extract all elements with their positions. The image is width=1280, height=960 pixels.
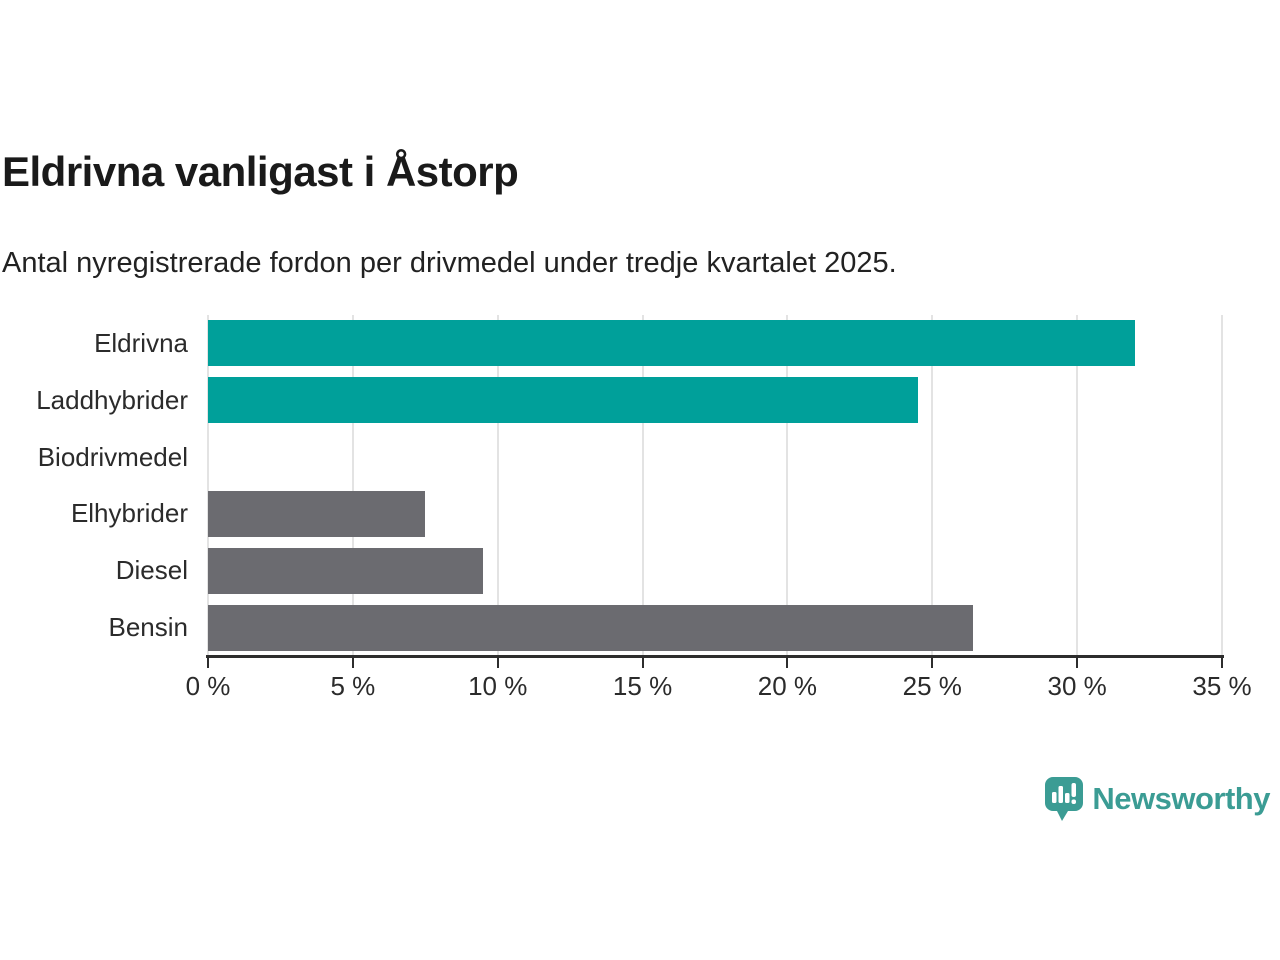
x-tick-mark [931, 655, 934, 668]
plot-area [207, 315, 1223, 656]
x-tick-label: 10 % [468, 671, 528, 701]
bar-elhybrider [208, 490, 426, 537]
bar-row [208, 429, 1222, 486]
x-tick-label: 0 % [185, 671, 231, 701]
y-axis-label: Elhybrider [70, 498, 188, 529]
bar-row [208, 599, 1222, 656]
y-axis-labels: Eldrivna Laddhybrider Biodrivmedel Elhybrid… [0, 315, 188, 656]
gridline [496, 315, 499, 656]
gridline [351, 315, 354, 656]
x-tick-label: 20 % [757, 671, 818, 701]
branding: Newsworthy [1044, 774, 1270, 824]
bar-rows [208, 315, 1222, 656]
x-tick-mark [641, 655, 644, 668]
x-tick-mark [207, 655, 209, 668]
bar-row [208, 315, 1222, 372]
x-tick-mark [1221, 655, 1223, 668]
y-axis-label: Eldrivna [94, 327, 188, 358]
bar-eldrivna [208, 320, 1136, 367]
bar-bensin [208, 604, 973, 651]
x-tick-mark [786, 655, 789, 668]
x-tick-mark [496, 655, 499, 668]
gridline [207, 315, 209, 656]
x-tick-label: 15 % [612, 671, 673, 701]
gridline [1221, 315, 1223, 656]
y-axis-label: Laddhybrider [36, 384, 188, 415]
x-axis-line [206, 655, 1224, 658]
bar-laddhybrider [208, 377, 918, 424]
gridline [641, 315, 644, 656]
x-axis-ticks: 0 % 5 % 10 % 15 % 20 % 25 % 30 % 35 % [186, 655, 1252, 705]
x-tick-mark [351, 655, 354, 668]
gridline [786, 315, 789, 656]
y-axis-label: Bensin [108, 612, 189, 643]
x-tick-label: 5 % [330, 671, 376, 701]
y-axis-label: Biodrivmedel [37, 441, 188, 472]
brand-name: Newsworthy [1092, 781, 1270, 816]
bar-row [208, 485, 1222, 542]
gridline [1076, 315, 1079, 656]
x-tick-label: 30 % [1047, 671, 1107, 701]
bar-row [208, 372, 1222, 429]
chart-title: Eldrivna vanligast i Åstorp [2, 148, 519, 195]
x-tick-label: 25 % [902, 671, 962, 701]
x-tick-label: 35 % [1192, 671, 1252, 701]
newsworthy-chart-bubble-icon [1045, 777, 1084, 821]
bar-row [208, 542, 1222, 599]
bar-diesel [208, 547, 484, 594]
y-axis-label: Diesel [115, 555, 188, 586]
x-tick-mark [1076, 655, 1079, 668]
chart-subtitle: Antal nyregistrerade fordon per drivmede… [2, 247, 897, 279]
gridline [931, 315, 934, 656]
